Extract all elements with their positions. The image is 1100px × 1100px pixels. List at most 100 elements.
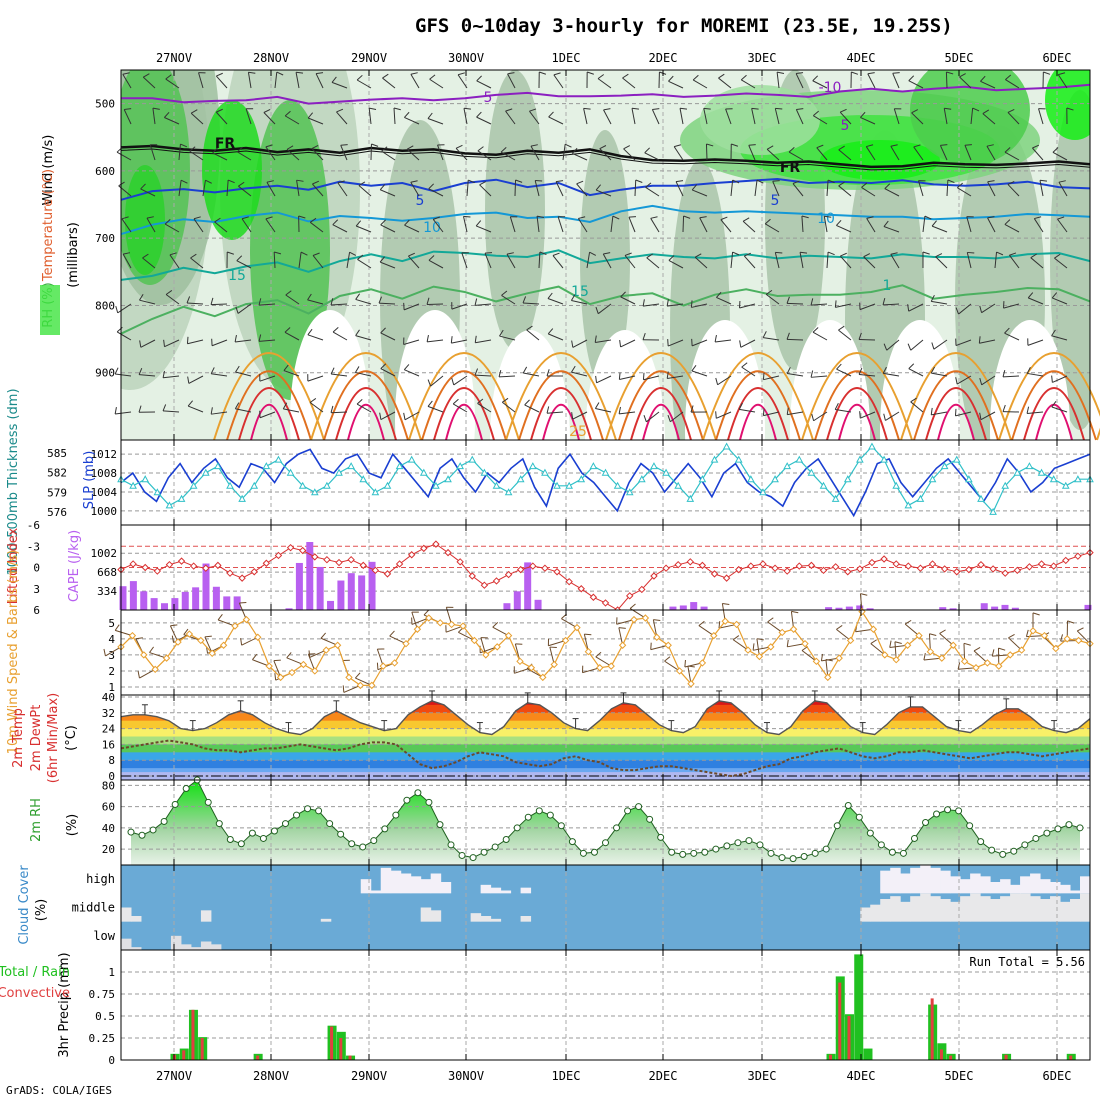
wind-barb: [393, 107, 396, 125]
wind-speed-marker: [322, 646, 330, 654]
wind-barb: [236, 260, 252, 269]
thickness-marker: [650, 462, 658, 470]
wind-barb-flag: [355, 293, 361, 300]
wind-barb: [1033, 218, 1044, 233]
cloud-high-bar: [940, 870, 951, 894]
wind-barb: [981, 375, 996, 386]
wind-barb-flag: [883, 343, 888, 351]
rh-marker: [844, 802, 852, 809]
wind-barb: [330, 411, 348, 414]
wind-barb: [882, 303, 900, 306]
wind-barb-flag: [536, 215, 545, 218]
li-marker: [565, 577, 573, 586]
precip-total-rain-label: Total / Rain: [0, 965, 70, 980]
wind-barb-flag: [183, 628, 189, 635]
wind-barb-flag: [284, 110, 291, 117]
cape-bar: [129, 581, 137, 610]
wind-speed-marker: [630, 615, 638, 624]
rh-marker: [304, 805, 312, 813]
wind-barb-flag: [812, 327, 819, 333]
wind-barb: [165, 78, 180, 89]
warm-isotherm-arc: [445, 404, 483, 441]
wind-barb: [987, 217, 996, 233]
wind-barb: [595, 408, 612, 413]
wind-barb-flag: [451, 378, 455, 386]
wind-barb: [404, 369, 420, 377]
wind-speed-marker: [333, 641, 342, 649]
warm-isotherm-arc: [433, 387, 495, 441]
wind-barb-flag: [307, 112, 314, 119]
wind-barb-flag: [622, 73, 629, 79]
rh-marker: [635, 803, 643, 811]
wind-barb: [836, 368, 852, 377]
wind-barb-flag: [308, 650, 311, 658]
slp-thickness-panel: 1012 1008 1004 1000 585 582 579 576 1000-500mb T…: [6, 388, 1094, 576]
cloud-middle-bar: [1020, 893, 1031, 922]
rh-marker: [215, 820, 223, 828]
wind-barb: [586, 252, 591, 269]
wind-barb: [774, 252, 780, 269]
thickness-marker: [965, 475, 973, 483]
rh-ylabel-unit: (%): [65, 814, 80, 837]
wind-barb: [628, 216, 636, 233]
cape-bar: [534, 599, 542, 610]
wind-barb: [358, 185, 372, 197]
wind-barb: [190, 257, 204, 269]
wind-barb: [548, 333, 564, 341]
cape-tick-label: 1002: [91, 547, 118, 560]
wind-barb-flag: [786, 332, 790, 340]
wind-barb: [1039, 180, 1044, 197]
wind-barb: [480, 637, 487, 656]
wind-barb: [667, 339, 684, 347]
wind-barb: [355, 677, 373, 686]
wind-barb-flag: [1051, 292, 1058, 299]
cloud-high-bar: [950, 876, 961, 894]
wind-barb-flag: [979, 377, 983, 385]
wind-speed-marker: [1052, 644, 1060, 653]
wind-barb: [890, 145, 900, 161]
wind-barb-flag: [276, 71, 284, 76]
wind-barb: [530, 145, 540, 161]
wind-barb: [1057, 74, 1068, 89]
thickness-marker: [1025, 462, 1034, 470]
wind-barb: [1076, 630, 1091, 645]
cloud-middle-bar: [980, 896, 991, 922]
wind-barb: [1005, 79, 1020, 89]
warm-isotherm-arc: [702, 352, 814, 441]
thickness-tick-label: 585: [47, 447, 67, 460]
cloud-high-bar: [380, 867, 392, 894]
rh-marker: [281, 820, 289, 828]
wind-barb-flag: [114, 624, 120, 631]
wind-barb: [799, 252, 804, 269]
wind-barb-flag: [404, 219, 410, 226]
slp-thickness-panel-bg: [121, 440, 1090, 525]
rh-ylabel-name: 2m RH: [29, 798, 44, 842]
li-marker: [1001, 569, 1009, 577]
warm-isotherm-arc: [505, 352, 617, 441]
wind-barb-flag: [552, 252, 560, 256]
wind-barb: [274, 72, 278, 89]
wind-barb-flag: [987, 180, 995, 183]
wind-barb-flag: [330, 405, 334, 413]
wind-barb-flag: [349, 251, 357, 256]
wind-barb-flag: [296, 71, 304, 74]
wind-barb-flag: [165, 74, 172, 80]
cape-bar: [202, 563, 210, 610]
wind-barb-flag: [624, 252, 632, 256]
contour-label: 5: [484, 90, 493, 106]
cloud-middle-bar: [1050, 896, 1061, 922]
temp-tick-label: 16: [102, 738, 115, 751]
li-marker: [444, 548, 452, 557]
wind-barb: [931, 225, 948, 233]
wind-barb: [766, 148, 780, 161]
warm-isotherm-arc: [238, 387, 300, 441]
cape-bar: [939, 607, 947, 610]
rh-marker: [910, 834, 918, 842]
wind-barb: [307, 299, 324, 305]
wind-barb-flag: [309, 217, 317, 223]
wind-barb-flag: [972, 107, 980, 112]
wind-speed-marker: [903, 641, 912, 649]
wind-barb: [913, 146, 924, 161]
wind-barb-flag: [298, 215, 306, 219]
wind-barb-flag: [380, 219, 386, 226]
